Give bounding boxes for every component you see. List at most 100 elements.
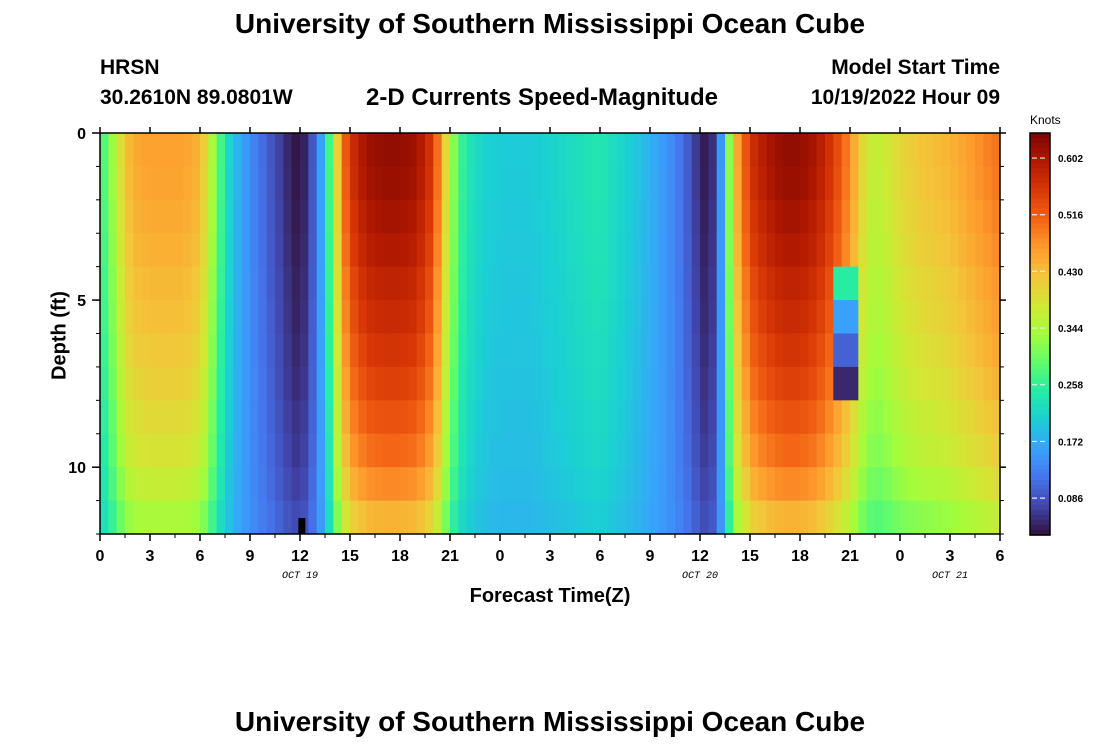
heatmap-cell	[441, 133, 451, 167]
x-axis: 0 3 6 9 12 15 18 21 0 3 6 9 12 15 18 21 0 3 6 OCT 19 OCT 20 O…	[96, 127, 1005, 582]
heatmap-cell	[116, 266, 126, 301]
heatmap-cell	[175, 199, 184, 234]
heatmap-cell	[983, 300, 993, 334]
heatmap-cell	[633, 166, 643, 201]
x-tick-label: 6	[996, 548, 1005, 565]
heatmap-cell	[466, 500, 476, 535]
heatmap-cell	[958, 166, 968, 201]
heatmap-cell	[391, 467, 401, 502]
heatmap-cell	[141, 199, 151, 234]
heatmap-cell	[741, 467, 751, 502]
heatmap-cell	[300, 500, 309, 535]
heatmap-cell	[366, 500, 376, 535]
heatmap-cell	[791, 433, 801, 468]
heatmap-cell	[883, 366, 893, 401]
heatmap-cell	[225, 199, 234, 234]
heatmap-cell	[933, 133, 943, 167]
heatmap-cell	[141, 166, 151, 201]
heatmap-cell	[850, 266, 859, 301]
heatmap-cell	[508, 233, 518, 268]
heatmap-cell	[591, 266, 601, 301]
heatmap-cell	[191, 166, 201, 201]
heatmap-cell	[975, 366, 984, 401]
heatmap-cell	[983, 433, 993, 468]
heatmap-cell	[591, 400, 601, 435]
heatmap-cell	[375, 300, 384, 334]
heatmap-cell	[516, 199, 526, 234]
heatmap-cell	[316, 433, 326, 468]
colorbar-segment	[1030, 359, 1050, 365]
heatmap-cell	[833, 199, 843, 234]
heatmap-cell	[783, 266, 793, 301]
heatmap-cell	[733, 433, 743, 468]
heatmap-cell	[150, 233, 159, 268]
x-tick-label: 21	[441, 548, 459, 565]
heatmap-cell	[450, 400, 459, 435]
heatmap-cell	[900, 266, 909, 301]
heatmap-cell	[483, 266, 493, 301]
heatmap-cell	[408, 233, 418, 268]
heatmap-cell	[800, 366, 809, 401]
heatmap-cell	[341, 199, 351, 234]
heatmap-cell	[775, 166, 784, 201]
heatmap-cell	[966, 433, 976, 468]
heatmap-cell	[733, 333, 743, 368]
heatmap-cell	[291, 400, 301, 435]
heatmap-cell	[650, 500, 659, 535]
heatmap-cell	[875, 166, 884, 201]
heatmap-cell	[116, 300, 126, 334]
heatmap-cell	[316, 133, 326, 167]
heatmap-cell	[741, 300, 751, 334]
heatmap-cell	[275, 133, 284, 167]
heatmap-cell	[975, 500, 984, 535]
heatmap-cell	[208, 333, 218, 368]
heatmap-cell	[766, 500, 776, 535]
heatmap-cell	[216, 400, 226, 435]
colorbar-segment	[1030, 374, 1050, 380]
heatmap-cell	[833, 400, 843, 435]
heatmap-cell	[291, 467, 301, 502]
heatmap-cell	[266, 400, 276, 435]
heatmap-cell	[258, 133, 268, 167]
heatmap-cell	[541, 300, 551, 334]
heatmap-cell	[891, 133, 901, 167]
heatmap-cell	[675, 433, 684, 468]
heatmap-cell	[950, 366, 959, 401]
heatmap-cell	[533, 433, 543, 468]
heatmap-cell	[650, 133, 659, 167]
heatmap-cell	[516, 166, 526, 201]
heatmap-cell	[500, 433, 509, 468]
heatmap-cell	[283, 199, 293, 234]
heatmap-cell	[233, 166, 243, 201]
heatmap-cell	[433, 166, 443, 201]
heatmap-cell	[341, 400, 351, 435]
colorbar-segment	[1030, 414, 1050, 421]
colorbar-segment	[1030, 318, 1050, 325]
heatmap-cell	[841, 199, 851, 234]
heatmap-cell	[666, 500, 676, 535]
heatmap-cell	[766, 333, 776, 368]
heatmap-cell	[925, 199, 934, 234]
heatmap-cell	[866, 433, 876, 468]
colorbar-segment	[1030, 349, 1050, 355]
heatmap-cell	[550, 199, 559, 234]
heatmap-cell	[925, 300, 934, 334]
heatmap-cell	[425, 233, 434, 268]
heatmap-cell	[366, 233, 376, 268]
heatmap-cell	[141, 300, 151, 334]
heatmap-cell	[716, 233, 726, 268]
heatmap-cell	[366, 333, 376, 368]
heatmap-cell	[908, 467, 918, 502]
heatmap-cell	[583, 366, 593, 401]
heatmap-cell	[633, 233, 643, 268]
heatmap-cell	[841, 166, 851, 201]
heatmap-cell	[466, 300, 476, 334]
heatmap-cell	[166, 300, 176, 334]
heatmap-cell	[575, 300, 584, 334]
heatmap-cell	[341, 333, 351, 368]
heatmap-cell	[183, 366, 193, 401]
heatmap-cell	[816, 366, 826, 401]
heatmap-cell	[541, 233, 551, 268]
heatmap-cell	[808, 199, 818, 234]
heatmap-cell	[291, 266, 301, 301]
